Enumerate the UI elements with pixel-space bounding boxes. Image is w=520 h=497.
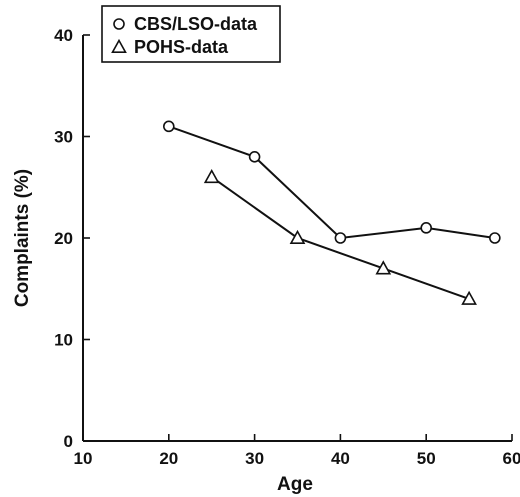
- x-tick-label: 10: [74, 449, 93, 468]
- series-2-line: [211, 176, 470, 300]
- x-tick-label: 60: [503, 449, 520, 468]
- y-tick-label: 10: [54, 331, 73, 350]
- y-tick-label: 30: [54, 128, 73, 147]
- y-axis-label: Complaints (%): [12, 169, 33, 307]
- series-2-point: [461, 290, 477, 305]
- x-tick-label: 20: [159, 449, 178, 468]
- series-1-point: [163, 120, 175, 133]
- series-1: [163, 120, 501, 244]
- legend-box: [101, 5, 281, 63]
- y-tick-label: 40: [54, 26, 73, 45]
- series-2: [203, 168, 477, 305]
- series-2-point: [375, 260, 392, 275]
- series-1-point: [248, 151, 261, 163]
- x-axis-label: Age: [277, 474, 313, 495]
- series-1-point: [334, 232, 347, 244]
- series-2-point: [289, 229, 306, 244]
- x-tick-label: 40: [331, 449, 350, 468]
- legend: CBS/LSO-data POHS-data: [101, 5, 281, 63]
- series-layer: [163, 120, 501, 305]
- legend-label-1: CBS/LSO-data: [134, 14, 258, 34]
- series-1-point: [489, 232, 501, 244]
- x-tick-label: 50: [417, 449, 436, 468]
- x-tick-label: 30: [245, 449, 264, 468]
- legend-marker-1: [113, 18, 125, 30]
- legend-marker-2: [111, 38, 127, 54]
- y-tick-label: 20: [54, 229, 73, 248]
- series-2-point: [203, 168, 220, 184]
- series-1-point: [420, 222, 433, 234]
- y-tick-label: 0: [64, 432, 73, 451]
- legend-label-2: POHS-data: [134, 37, 229, 57]
